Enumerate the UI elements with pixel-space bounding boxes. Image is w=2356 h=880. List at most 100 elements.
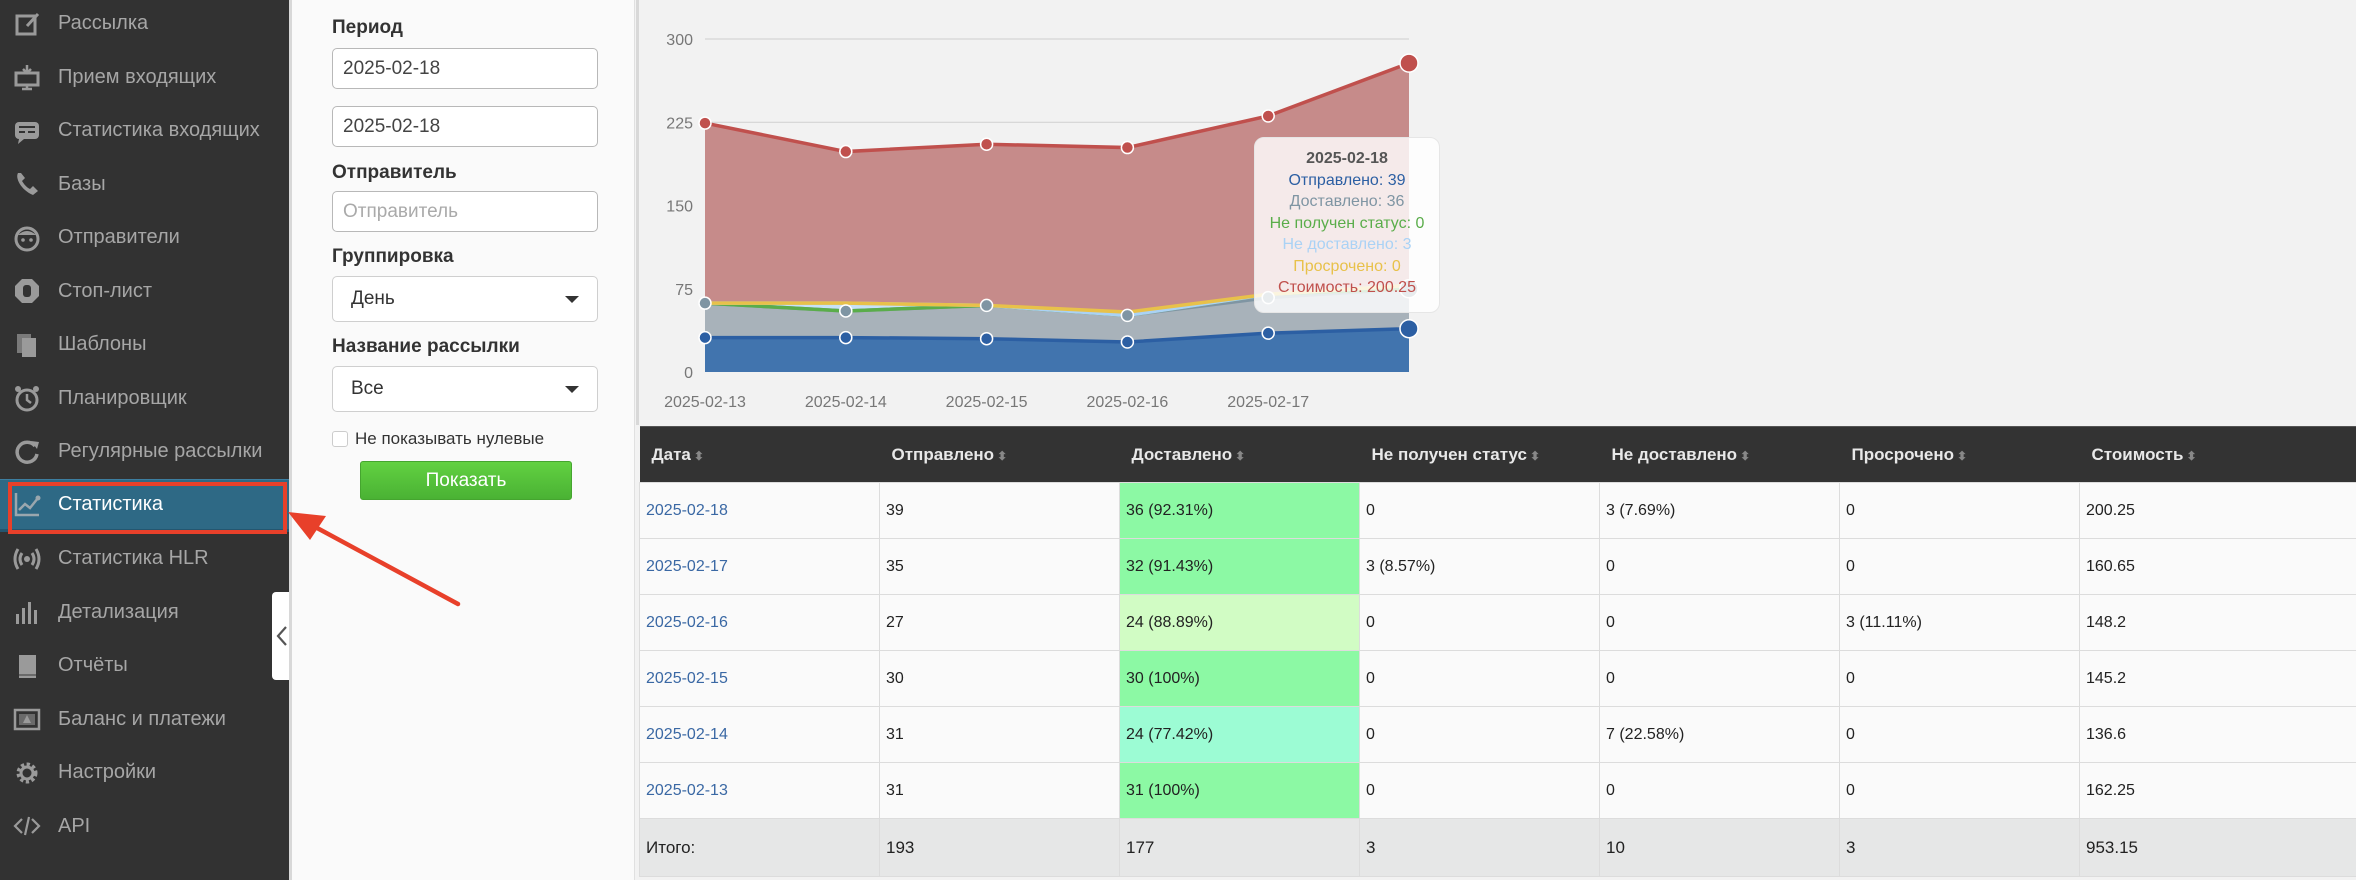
- cell-date: 2025-02-13: [639, 762, 880, 819]
- sidebar-item-5[interactable]: Отправители: [0, 211, 289, 264]
- point-sent: [1261, 326, 1275, 340]
- cell-cost: 162.25: [2079, 762, 2356, 819]
- grouping-select[interactable]: День: [332, 276, 598, 322]
- sidebar-item-label: Планировщик: [58, 386, 187, 409]
- broadcast-icon: [12, 544, 42, 574]
- column-header-4[interactable]: Не получен статус ⬍: [1359, 426, 1600, 483]
- sort-icon[interactable]: ⬍: [2186, 448, 2197, 463]
- point-cost: [698, 116, 712, 130]
- bar-chart-icon: [12, 597, 42, 627]
- cell-not_delivered: 0: [1599, 762, 1840, 819]
- sidebar-item-8[interactable]: Планировщик: [0, 372, 289, 425]
- hide-zero-checkbox[interactable]: [332, 431, 348, 447]
- sidebar-item-14[interactable]: Баланс и платежи: [0, 693, 289, 746]
- campaign-select[interactable]: Все: [332, 366, 598, 412]
- chart-tooltip: 2025-02-18 Отправлено: 39 Доставлено: 36 Н…: [1254, 137, 1440, 313]
- sidebar-item-11[interactable]: Статистика HLR: [0, 532, 289, 585]
- cell-date: 2025-02-15: [639, 650, 880, 707]
- column-header-7[interactable]: Стоимость ⬍: [2079, 426, 2356, 483]
- campaign-label: Название рассылки: [332, 336, 520, 357]
- x-tick-label: 2025-02-14: [805, 394, 887, 411]
- cell-not_delivered: 0: [1599, 594, 1840, 651]
- sender-input[interactable]: Отправитель: [332, 191, 598, 232]
- column-header-1[interactable]: Дата ⬍: [639, 426, 880, 483]
- hide-zero-label: Не показывать нулевые: [355, 429, 545, 448]
- cell-cost: 200.25: [2079, 482, 2356, 539]
- sidebar-item-7[interactable]: Шаблоны: [0, 318, 289, 371]
- show-button[interactable]: Показать: [360, 461, 572, 500]
- cell-delivered: 30 (100%): [1119, 650, 1360, 707]
- sidebar-item-4[interactable]: Базы: [0, 158, 289, 211]
- sidebar-item-10[interactable]: Статистика: [0, 478, 289, 532]
- point-cost: [1120, 140, 1135, 155]
- sidebar-item-6[interactable]: Стоп-лист: [0, 265, 289, 318]
- sidebar-item-9[interactable]: Регулярные рассылки: [0, 425, 289, 478]
- table-row: 2025-02-14 31 24 (77.42%) 0 7 (22.58%) 0 136.6: [639, 706, 2356, 763]
- book-icon: [12, 651, 42, 681]
- date-link[interactable]: 2025-02-18: [646, 501, 728, 519]
- point-cost: [979, 137, 994, 151]
- date-link[interactable]: 2025-02-17: [646, 557, 728, 575]
- point-sent: [698, 330, 712, 345]
- point-delivered: [1120, 308, 1135, 323]
- column-header-3[interactable]: Доставлено ⬍: [1119, 426, 1360, 483]
- point-sent: [1399, 318, 1419, 339]
- cell-sent: 35: [879, 538, 1120, 595]
- cell-expired: 0: [1839, 650, 2080, 707]
- caret-down-icon: [565, 295, 579, 303]
- sidebar-item-label: Шаблоны: [58, 333, 147, 355]
- x-tick-label: 2025-02-15: [946, 394, 1028, 411]
- sidebar-item-16[interactable]: API: [0, 800, 289, 853]
- date-to-input[interactable]: 2025-02-18: [332, 106, 598, 147]
- edit-icon: [12, 9, 42, 39]
- table-row: 2025-02-16 27 24 (88.89%) 0 0 3 (11.11%) 148.2: [639, 594, 2356, 651]
- sidebar-collapse-button[interactable]: [272, 592, 292, 680]
- cell-not_delivered: 0: [1599, 538, 1840, 595]
- stats-table-container: Дата ⬍ Отправлено ⬍ Доставлено ⬍ Не получен ст…: [639, 426, 2356, 877]
- sidebar-item-13[interactable]: Отчёты: [0, 639, 289, 692]
- sort-icon[interactable]: ⬍: [997, 448, 1008, 463]
- x-tick-label: 2025-02-17: [1227, 394, 1309, 411]
- table-header-row: Дата ⬍ Отправлено ⬍ Доставлено ⬍ Не получен ст…: [639, 426, 2356, 483]
- point-delivered: [979, 298, 994, 313]
- tooltip-line-expired: Просрочено: 0: [1293, 257, 1401, 275]
- wallet-icon: [12, 704, 42, 734]
- sort-icon[interactable]: ⬍: [693, 448, 704, 463]
- date-link[interactable]: 2025-02-14: [646, 725, 728, 743]
- sidebar-item-3[interactable]: Статистика входящих: [0, 104, 289, 157]
- point-sent: [1120, 335, 1135, 349]
- x-tick-label: 2025-02-16: [1086, 394, 1168, 411]
- sidebar: Рассылка Прием входящих Статистика входящи…: [0, 0, 289, 880]
- table-row: 2025-02-13 31 31 (100%) 0 0 0 162.25: [639, 762, 2356, 819]
- sort-icon[interactable]: ⬍: [1530, 448, 1541, 463]
- column-header-6[interactable]: Просрочено ⬍: [1839, 426, 2080, 483]
- cell-delivered: 36 (92.31%): [1119, 482, 1360, 539]
- sidebar-item-12[interactable]: Детализация: [0, 586, 289, 639]
- cell-sent: 27: [879, 594, 1120, 651]
- sort-icon[interactable]: ⬍: [1740, 448, 1751, 463]
- grouping-label: Группировка: [332, 246, 454, 267]
- sort-icon[interactable]: ⬍: [1957, 448, 1968, 463]
- column-header-5[interactable]: Не доставлено ⬍: [1599, 426, 1840, 483]
- date-from-input[interactable]: 2025-02-18: [332, 48, 598, 89]
- cell-expired: 0: [1839, 482, 2080, 539]
- date-link[interactable]: 2025-02-15: [646, 669, 728, 687]
- column-header-label: Не получен статус: [1371, 444, 1528, 464]
- cell-no_status: 0: [1359, 650, 1600, 707]
- sidebar-item-2[interactable]: Прием входящих: [0, 51, 289, 104]
- total-expired: 3: [1839, 818, 2080, 877]
- column-header-2[interactable]: Отправлено ⬍: [879, 426, 1120, 483]
- total-cost: 953.15: [2079, 818, 2356, 877]
- cell-not_delivered: 3 (7.69%): [1599, 482, 1840, 539]
- date-link[interactable]: 2025-02-13: [646, 781, 728, 799]
- sort-icon[interactable]: ⬍: [1235, 448, 1246, 463]
- tooltip-line-cost: Стоимость: 200.25: [1278, 279, 1416, 296]
- y-tick-label: 225: [666, 115, 693, 132]
- date-link[interactable]: 2025-02-16: [646, 613, 728, 631]
- sidebar-item-15[interactable]: Настройки: [0, 746, 289, 799]
- sidebar-item-1[interactable]: Рассылка: [0, 0, 289, 50]
- area-delivered: [705, 288, 1409, 343]
- hide-zero-checkbox-row[interactable]: Не показывать нулевые: [332, 429, 544, 449]
- cell-not_delivered: 7 (22.58%): [1599, 706, 1840, 763]
- cell-no_status: 0: [1359, 482, 1600, 539]
